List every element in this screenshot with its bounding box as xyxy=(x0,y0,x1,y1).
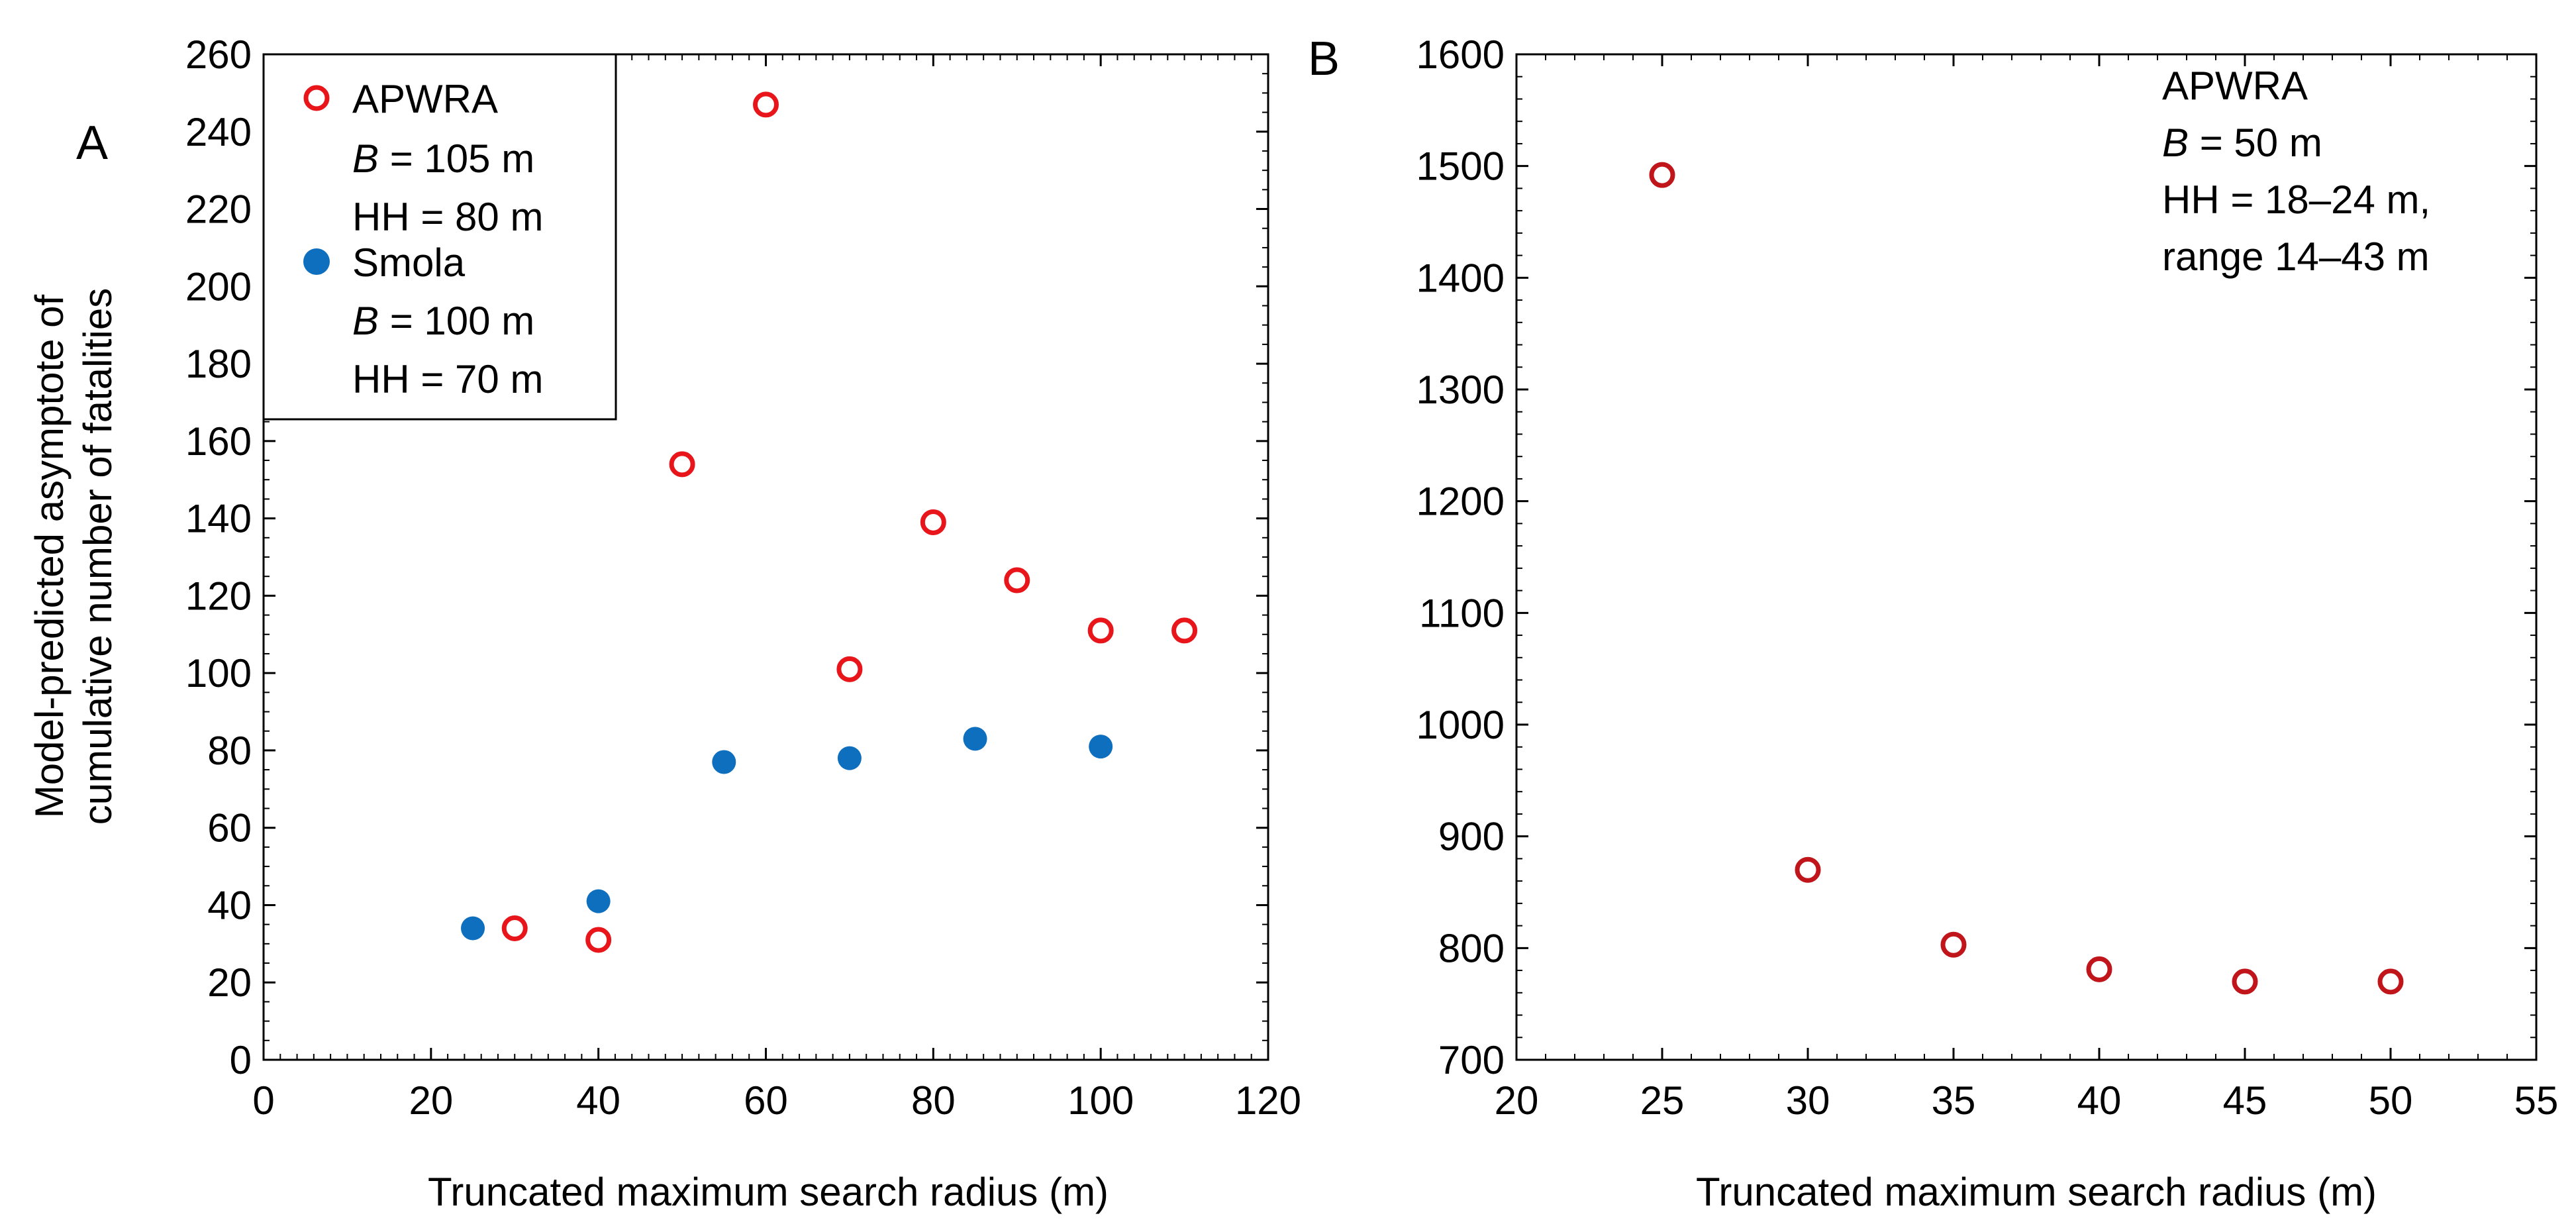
panel-a-y-axis-title-line-2: cumulative number of fatalities xyxy=(75,288,120,825)
x-tick-label: 20 xyxy=(1495,1078,1539,1123)
panel-a-legend: APWRA B = 105 m HH = 80 m Smola B = 100 … xyxy=(262,53,617,421)
y-tick-label: 1100 xyxy=(1419,591,1505,635)
x-tick-label: 100 xyxy=(1067,1078,1134,1123)
legend-apwra-marker xyxy=(303,85,330,111)
y-tick-label: 800 xyxy=(1438,926,1505,970)
smola-point xyxy=(837,746,862,770)
y-tick-label: 1200 xyxy=(1416,480,1505,524)
legend-apwra-line-2: HH = 80 m xyxy=(352,195,543,239)
legend-smola-line-1: B = 100 m xyxy=(352,299,534,343)
y-tick-label: 1600 xyxy=(1416,32,1505,77)
panel-b-annotation-line-2: B = 50 m xyxy=(2162,121,2322,165)
apwra-point xyxy=(585,927,612,953)
smola-point xyxy=(963,727,987,751)
apwra-point xyxy=(2377,968,2404,995)
smola-point xyxy=(461,916,485,941)
y-tick-label: 700 xyxy=(1438,1038,1505,1082)
panel-b-x-ticks: 20 25 30 35 40 45 50 55 xyxy=(1495,54,2559,1123)
apwra-point xyxy=(836,656,863,682)
y-tick-label: 60 xyxy=(207,806,252,850)
y-tick-label: 80 xyxy=(207,729,252,773)
x-tick-label: 35 xyxy=(1932,1078,1976,1123)
apwra-point xyxy=(1940,931,1967,958)
panel-b: B 20 25 30 35 40 45 50 55 700 800 900 1000 1100 1200… xyxy=(1308,32,2558,1214)
y-tick-label: 1000 xyxy=(1416,703,1505,747)
x-tick-label: 45 xyxy=(2223,1078,2267,1123)
y-tick-label: 40 xyxy=(207,883,252,927)
x-tick-label: 25 xyxy=(1640,1078,1685,1123)
smola-point xyxy=(586,889,611,913)
x-tick-label: 40 xyxy=(2077,1078,2122,1123)
panel-a-x-axis-title: Truncated maximum search radius (m) xyxy=(428,1170,1109,1214)
panel-b-y-ticks: 700 800 900 1000 1100 1200 1300 1400 1500 1600 xyxy=(1416,32,2536,1082)
panel-a-legend-box xyxy=(262,53,617,421)
y-tick-label: 0 xyxy=(230,1038,252,1082)
panel-b-annotation-line-3: HH = 18–24 m, xyxy=(2162,178,2430,222)
apwra-point xyxy=(2086,956,2112,982)
y-tick-label: 260 xyxy=(185,32,252,77)
y-tick-label: 200 xyxy=(185,264,252,309)
panel-b-markers xyxy=(1649,162,2404,995)
panel-a-letter: A xyxy=(76,117,108,170)
apwra-point xyxy=(1649,162,1675,188)
smola-point xyxy=(1089,735,1113,759)
x-tick-label: 50 xyxy=(2369,1078,2413,1123)
legend-smola-marker xyxy=(303,248,330,275)
panel-b-x-axis-title: Truncated maximum search radius (m) xyxy=(1696,1170,2377,1214)
y-tick-label: 240 xyxy=(185,110,252,154)
panel-a: A 0 20 40 60 80 100 120 0 20 40 60 80 100 120 140 160 1… xyxy=(27,32,1301,1214)
apwra-point xyxy=(1087,617,1114,644)
y-tick-label: 1300 xyxy=(1416,368,1505,412)
apwra-point xyxy=(2232,968,2258,995)
apwra-point xyxy=(501,915,528,941)
y-tick-label: 160 xyxy=(185,419,252,464)
legend-apwra-line-1: B = 105 m xyxy=(352,136,534,181)
y-tick-label: 220 xyxy=(185,187,252,232)
apwra-point xyxy=(1004,567,1030,593)
y-tick-label: 180 xyxy=(185,342,252,386)
x-tick-label: 0 xyxy=(252,1078,274,1123)
y-tick-label: 1500 xyxy=(1416,144,1505,189)
y-tick-label: 1400 xyxy=(1416,256,1505,300)
legend-smola-line-2: HH = 70 m xyxy=(352,357,543,401)
x-tick-label: 30 xyxy=(1786,1078,1830,1123)
panel-a-x-ticks: 0 20 40 60 80 100 120 xyxy=(252,54,1301,1123)
legend-apwra-label: APWRA xyxy=(352,77,498,121)
apwra-point xyxy=(1795,856,1821,883)
apwra-point xyxy=(669,451,695,478)
y-tick-label: 900 xyxy=(1438,815,1505,859)
panel-b-plot-frame xyxy=(1515,53,2538,1061)
smola-point xyxy=(712,750,736,774)
x-tick-label: 120 xyxy=(1235,1078,1301,1123)
x-tick-label: 60 xyxy=(744,1078,788,1123)
panel-a-markers xyxy=(461,91,1198,953)
panel-b-annotation-line-1: APWRA xyxy=(2162,64,2308,108)
apwra-point xyxy=(753,91,779,118)
panel-a-y-axis-title: Model-predicted asymptote of cumulative … xyxy=(27,288,120,825)
panel-b-letter: B xyxy=(1308,32,1340,85)
y-tick-label: 20 xyxy=(207,960,252,1005)
y-tick-label: 100 xyxy=(185,651,252,695)
panel-a-y-axis-title-line-1: Model-predicted asymptote of xyxy=(27,294,72,818)
y-tick-label: 140 xyxy=(185,497,252,541)
panel-b-annotation: APWRA B = 50 m HH = 18–24 m, range 14–43… xyxy=(2162,64,2430,279)
legend-smola-label: Smola xyxy=(352,240,466,285)
x-tick-label: 20 xyxy=(409,1078,453,1123)
x-tick-label: 40 xyxy=(576,1078,620,1123)
apwra-point xyxy=(1171,617,1198,644)
y-tick-label: 120 xyxy=(185,574,252,618)
panel-a-y-ticks: 0 20 40 60 80 100 120 140 160 180 200 220 240 260 xyxy=(185,32,1268,1082)
apwra-point xyxy=(920,509,946,535)
x-tick-label: 55 xyxy=(2514,1078,2559,1123)
panel-b-annotation-line-4: range 14–43 m xyxy=(2162,234,2430,279)
x-tick-label: 80 xyxy=(911,1078,956,1123)
